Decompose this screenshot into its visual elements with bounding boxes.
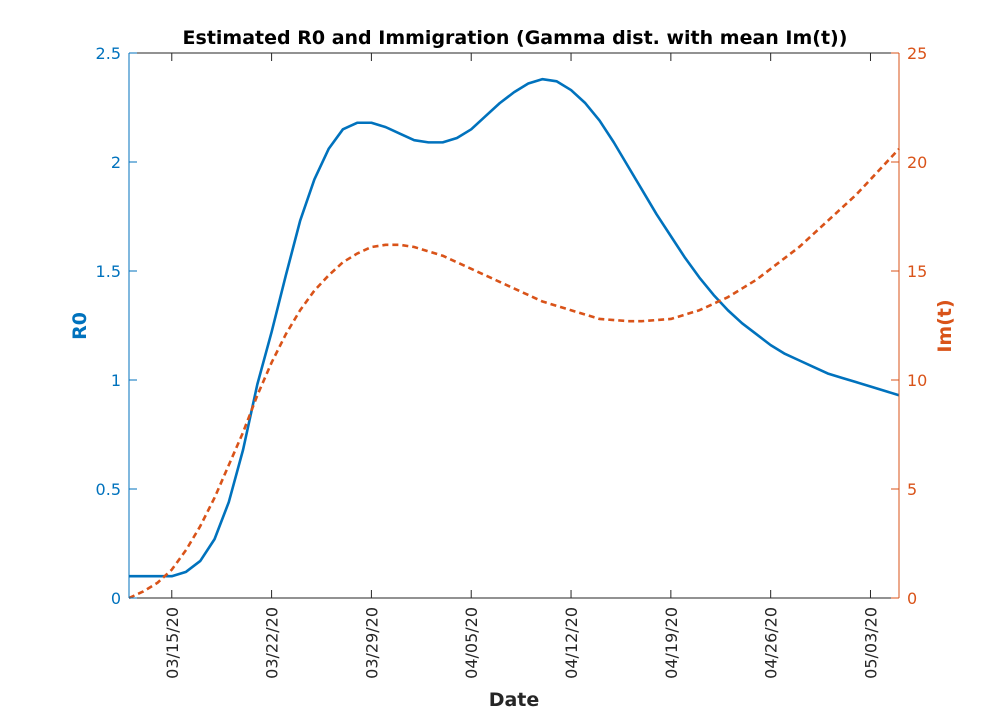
chart-title: Estimated R0 and Immigration (Gamma dist…	[183, 27, 848, 49]
x-axis-label: Date	[489, 689, 540, 711]
x-tick-label: 03/22/20	[263, 607, 282, 679]
y-tick-label-right: 0	[907, 589, 917, 608]
y-tick-label-left: 2	[111, 153, 121, 172]
y-tick-label-left: 0.5	[96, 480, 121, 499]
x-tick-label: 05/03/20	[861, 607, 880, 679]
x-tick-label: 03/15/20	[163, 607, 182, 679]
y-axis-label-right: Im(t)	[934, 299, 956, 352]
x-tick-label: 03/29/20	[362, 607, 381, 679]
x-tick-label: 04/05/20	[462, 607, 481, 679]
y-axis-label-left: R0	[69, 312, 91, 340]
x-tick-label: 04/12/20	[562, 607, 581, 679]
series-layer	[128, 77, 900, 600]
series-line-r0	[129, 77, 900, 578]
y-tick-label-right: 10	[907, 371, 927, 390]
y-tick-label-left: 2.5	[96, 44, 121, 63]
plot-area	[129, 53, 899, 598]
y-tick-label-right: 20	[907, 153, 927, 172]
y-tick-label-left: 1.5	[96, 262, 121, 281]
y-tick-label-right: 15	[907, 262, 927, 281]
axes-layer: 0 0.5 1 1.5 2 2.5 0 5 10 15 20 25 03/15/20 03/22/20 03…	[96, 44, 928, 679]
y-tick-label-right: 25	[907, 44, 927, 63]
y-tick-label-left: 1	[111, 371, 121, 390]
x-tick-label: 04/19/20	[662, 607, 681, 679]
y-tick-label-right: 5	[907, 480, 917, 499]
y-tick-label-left: 0	[111, 589, 121, 608]
series-line-im	[128, 148, 900, 600]
x-tick-label: 04/26/20	[762, 607, 781, 679]
plot-background	[129, 53, 899, 598]
